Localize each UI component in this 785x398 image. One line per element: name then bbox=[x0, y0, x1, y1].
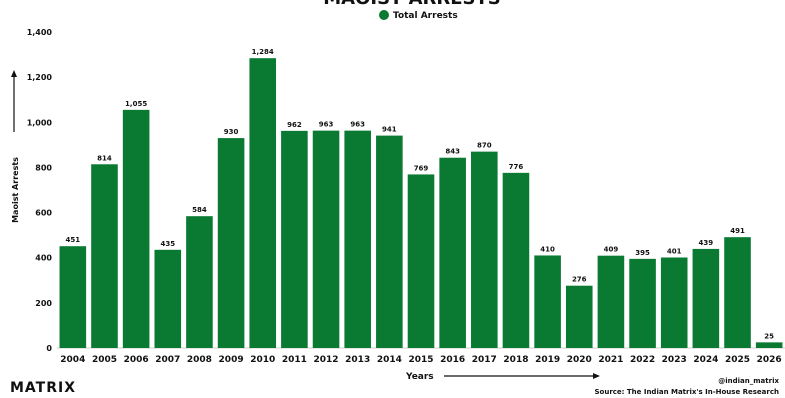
x-tick-2004: 2004 bbox=[60, 355, 85, 365]
x-tick-2012: 2012 bbox=[314, 355, 339, 365]
data-label-2022: 395 bbox=[635, 249, 650, 257]
x-tick-2017: 2017 bbox=[472, 355, 497, 365]
data-label-2008: 584 bbox=[192, 206, 207, 214]
x-tick-2023: 2023 bbox=[662, 355, 687, 365]
x-tick-2005: 2005 bbox=[92, 355, 117, 365]
bar-2007 bbox=[154, 249, 182, 348]
data-label-2015: 769 bbox=[414, 164, 429, 172]
data-label-2024: 439 bbox=[699, 239, 714, 247]
bar-2005 bbox=[91, 164, 118, 348]
data-label-2010: 1,284 bbox=[252, 48, 274, 56]
chart-title: MAOIST ARRESTS bbox=[323, 0, 501, 9]
bar-2020 bbox=[565, 285, 593, 348]
y-tick-label: 1,400 bbox=[27, 28, 53, 37]
y-tick-label: 0 bbox=[46, 344, 52, 353]
x-tick-2013: 2013 bbox=[345, 355, 370, 365]
x-tick-2011: 2011 bbox=[282, 355, 307, 365]
legend-label: Total Arrests bbox=[393, 11, 458, 21]
x-tick-2020: 2020 bbox=[567, 355, 592, 365]
bar-2023 bbox=[660, 257, 688, 348]
bar-2010 bbox=[249, 58, 277, 348]
x-tick-2009: 2009 bbox=[219, 355, 244, 365]
bar-2009 bbox=[217, 138, 245, 348]
data-label-2006: 1,055 bbox=[125, 100, 147, 108]
bar-2011 bbox=[281, 130, 308, 348]
y-tick-label: 1,000 bbox=[27, 118, 53, 127]
x-tick-2014: 2014 bbox=[377, 355, 402, 365]
x-tick-2018: 2018 bbox=[503, 355, 528, 365]
data-label-2019: 410 bbox=[540, 245, 555, 253]
x-tick-2016: 2016 bbox=[440, 355, 465, 365]
data-label-2018: 776 bbox=[509, 163, 524, 171]
bar-2024 bbox=[692, 248, 720, 348]
bar-2008 bbox=[186, 216, 213, 348]
legend: Total Arrests bbox=[379, 10, 458, 21]
bar-2021 bbox=[597, 255, 625, 348]
data-label-2009: 930 bbox=[224, 128, 239, 136]
x-tick-2015: 2015 bbox=[408, 355, 433, 365]
y-tick-label: 400 bbox=[35, 254, 52, 263]
bar-2022 bbox=[629, 258, 656, 348]
x-axis-ticks: 2004 2005 2006 2007 2008 2009 2010 2011 2012 2013… bbox=[60, 355, 781, 365]
data-label-2017: 870 bbox=[477, 142, 492, 150]
data-label-2014: 941 bbox=[382, 126, 397, 134]
social-handle: @indian_matrix bbox=[718, 377, 779, 385]
data-label-2025: 491 bbox=[730, 227, 745, 235]
data-label-2012: 963 bbox=[319, 121, 334, 129]
bar-2012 bbox=[312, 130, 340, 348]
y-tick-label: 800 bbox=[35, 163, 52, 172]
bar-2026 bbox=[755, 342, 783, 348]
x-axis-title: Years bbox=[405, 372, 600, 382]
y-axis-label: Maoist Arrests bbox=[11, 157, 20, 223]
data-label-2007: 435 bbox=[160, 240, 175, 248]
bar-2015 bbox=[407, 174, 435, 348]
data-label-2020: 276 bbox=[572, 276, 587, 284]
bar-2013 bbox=[344, 130, 371, 348]
y-tick-label: 600 bbox=[35, 209, 52, 218]
bars bbox=[59, 58, 783, 348]
bar-2014 bbox=[376, 135, 403, 348]
bar-2019 bbox=[534, 255, 561, 348]
x-tick-2008: 2008 bbox=[187, 355, 212, 365]
bar-2006 bbox=[122, 109, 150, 348]
bar-2004 bbox=[59, 246, 87, 348]
y-axis-title: Maoist Arrests bbox=[11, 70, 20, 223]
data-label-2013: 963 bbox=[350, 121, 365, 129]
brand-logo: MATRIX bbox=[10, 380, 76, 396]
bar-2025 bbox=[724, 237, 751, 348]
source-note: Source: The Indian Matrix's In-House Res… bbox=[594, 388, 779, 396]
x-tick-2024: 2024 bbox=[693, 355, 718, 365]
data-label-2004: 451 bbox=[66, 236, 81, 244]
data-label-2016: 843 bbox=[445, 148, 460, 156]
y-axis-ticks: 0 200 400 600 800 1,000 1,200 1,400 bbox=[27, 28, 53, 353]
y-tick-label: 1,200 bbox=[27, 73, 53, 82]
bar-2018 bbox=[502, 172, 530, 348]
x-tick-2010: 2010 bbox=[250, 355, 275, 365]
data-label-2026: 25 bbox=[764, 332, 774, 340]
x-tick-2006: 2006 bbox=[124, 355, 149, 365]
data-label-2011: 962 bbox=[287, 121, 302, 129]
y-tick-label: 200 bbox=[35, 299, 52, 308]
x-tick-2022: 2022 bbox=[630, 355, 655, 365]
bar-2016 bbox=[439, 157, 466, 348]
x-tick-2007: 2007 bbox=[155, 355, 180, 365]
x-axis-label: Years bbox=[405, 372, 434, 382]
data-labels: 451 814 1,055 435 584 930 1,284 962 963 963 941 769… bbox=[66, 48, 775, 340]
x-tick-2025: 2025 bbox=[725, 355, 750, 365]
x-tick-2019: 2019 bbox=[535, 355, 560, 365]
data-label-2005: 814 bbox=[97, 154, 112, 162]
data-label-2021: 409 bbox=[604, 246, 619, 254]
x-tick-2021: 2021 bbox=[598, 355, 623, 365]
bar-2017 bbox=[471, 151, 498, 348]
data-label-2023: 401 bbox=[667, 247, 682, 255]
legend-marker bbox=[379, 10, 389, 20]
x-tick-2026: 2026 bbox=[757, 355, 782, 365]
